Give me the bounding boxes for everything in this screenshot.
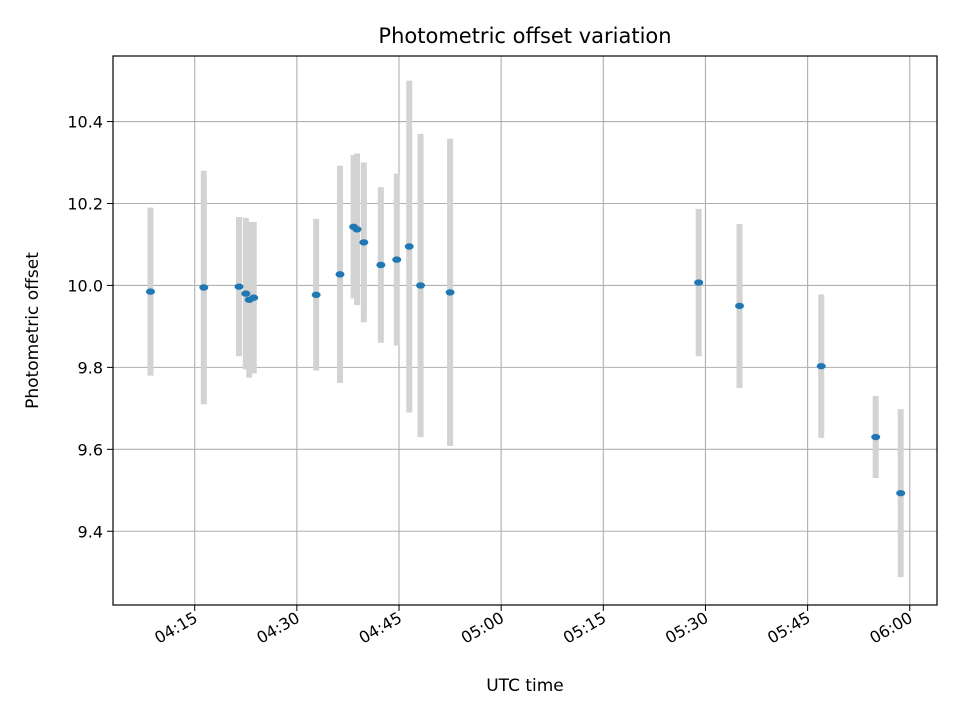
x-axis-ticks: 04:15 04:30 04:45 05:00 05:15 05:30 05:45 06:00 <box>151 605 916 648</box>
y-tick-label: 9.6 <box>78 440 103 459</box>
data-point <box>335 271 345 278</box>
y-tick-label: 10.0 <box>67 276 103 295</box>
data-point <box>311 291 321 299</box>
data-point <box>404 243 414 250</box>
data-points <box>145 223 906 497</box>
x-tick-label: 05:00 <box>458 608 507 648</box>
x-axis-label: UTC time <box>486 676 564 696</box>
data-point <box>871 433 881 441</box>
x-tick-label: 04:45 <box>356 608 405 648</box>
x-tick-label: 05:45 <box>764 608 813 648</box>
x-tick-label: 04:30 <box>253 608 302 648</box>
error-bars <box>147 80 904 578</box>
y-tick-label: 9.8 <box>78 358 103 377</box>
data-point <box>376 261 386 269</box>
data-point <box>694 279 704 286</box>
plot-frame <box>112 55 938 606</box>
y-tick-label: 10.2 <box>67 194 103 213</box>
data-point <box>241 290 251 297</box>
data-point <box>416 282 426 289</box>
data-point <box>145 288 155 295</box>
x-tick-label: 05:30 <box>662 608 711 648</box>
y-tick-label: 10.4 <box>67 113 103 132</box>
data-point <box>445 289 455 296</box>
y-tick-label: 9.4 <box>78 522 103 541</box>
data-point <box>199 284 209 291</box>
y-axis-label: Photometric offset <box>23 252 43 409</box>
data-point <box>352 226 362 233</box>
data-point <box>896 489 906 497</box>
data-point <box>735 302 745 310</box>
x-tick-label: 06:00 <box>866 608 915 648</box>
data-point <box>816 362 826 370</box>
data-point <box>392 256 402 263</box>
y-axis-ticks: 9.4 9.6 9.8 10.0 10.2 10.4 <box>67 113 113 541</box>
chart-title: Photometric offset variation <box>378 24 671 48</box>
data-point <box>249 294 259 301</box>
data-point <box>234 283 244 290</box>
x-tick-label: 04:15 <box>151 608 200 648</box>
data-point <box>359 239 369 246</box>
x-tick-label: 05:15 <box>560 608 609 648</box>
